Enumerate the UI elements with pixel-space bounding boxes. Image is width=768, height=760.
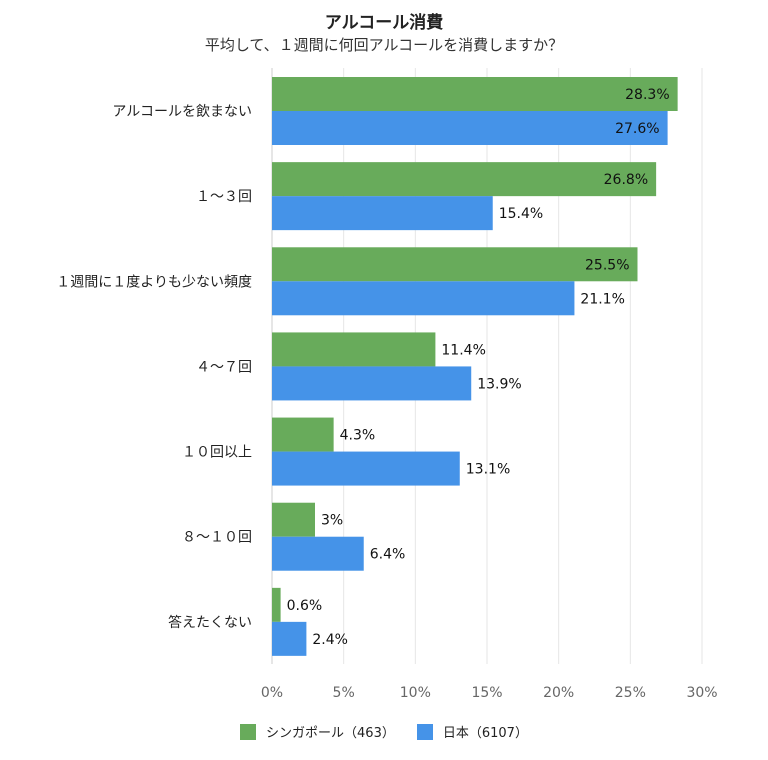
bar-singapore <box>272 417 334 452</box>
data-label-singapore: 3% <box>321 513 343 529</box>
data-label-japan: 21.1% <box>580 291 624 307</box>
category-label: １〜３回 <box>196 189 252 205</box>
category-label: ８〜１０回 <box>182 530 252 546</box>
chart-subtitle: 平均して、１週間に何回アルコールを消費しますか？ <box>204 36 564 54</box>
chart-title: アルコール消費 <box>324 13 444 33</box>
bar-japan <box>272 196 493 231</box>
data-label-singapore: 0.6% <box>287 598 323 614</box>
bar-singapore <box>272 247 638 282</box>
x-tick-label: 5% <box>333 685 355 701</box>
bar-japan <box>272 366 472 401</box>
bar-japan <box>272 451 460 486</box>
data-label-japan: 15.4% <box>499 206 543 222</box>
bar-japan <box>272 281 575 316</box>
data-label-japan: 2.4% <box>312 632 348 648</box>
data-label-singapore: 4.3% <box>340 428 376 444</box>
data-label-japan: 13.9% <box>477 376 521 392</box>
x-tick-label: 0% <box>261 685 283 701</box>
category-label: 答えたくない <box>168 614 252 631</box>
category-label: アルコールを飲まない <box>112 104 252 120</box>
data-label-singapore: 11.4% <box>441 342 485 358</box>
bar-singapore <box>272 77 678 111</box>
data-label-japan: 13.1% <box>466 462 510 478</box>
bar-singapore <box>272 162 657 197</box>
legend-label-japan: 日本（6107） <box>442 726 528 741</box>
bar-singapore <box>272 332 436 367</box>
x-tick-label: 25% <box>615 685 646 701</box>
legend: シンガポール（463） 日本（6107） <box>0 722 768 741</box>
bar-japan <box>272 621 307 656</box>
data-label-japan: 27.6% <box>615 121 659 137</box>
legend-item-japan[interactable]: 日本（6107） <box>416 722 528 741</box>
legend-label-singapore: シンガポール（463） <box>266 726 395 741</box>
x-tick-label: 20% <box>543 685 574 701</box>
x-tick-label: 30% <box>686 685 717 701</box>
bar-singapore <box>272 502 315 537</box>
data-label-singapore: 25.5% <box>585 257 629 273</box>
bar-singapore <box>272 587 281 622</box>
data-label-japan: 6.4% <box>370 547 406 563</box>
data-label-singapore: 26.8% <box>604 172 648 188</box>
legend-swatch-singapore <box>240 723 257 740</box>
bar-chart: 0% 5% 10% 15% 20% 25% 30% アルコールを飲まない 28.3% 27.6% １… <box>56 68 718 701</box>
category-label: １週間に１度よりも少ない頻度 <box>56 274 252 290</box>
bar-japan <box>272 111 668 145</box>
category-label: ４〜７回 <box>196 359 252 375</box>
bar-japan <box>272 536 364 571</box>
x-tick-label: 10% <box>400 685 431 701</box>
legend-swatch-japan <box>416 723 433 740</box>
x-tick-label: 15% <box>471 685 502 701</box>
data-label-singapore: 28.3% <box>625 87 669 103</box>
category-label: １０回以上 <box>182 445 252 461</box>
legend-item-singapore[interactable]: シンガポール（463） <box>240 722 395 741</box>
